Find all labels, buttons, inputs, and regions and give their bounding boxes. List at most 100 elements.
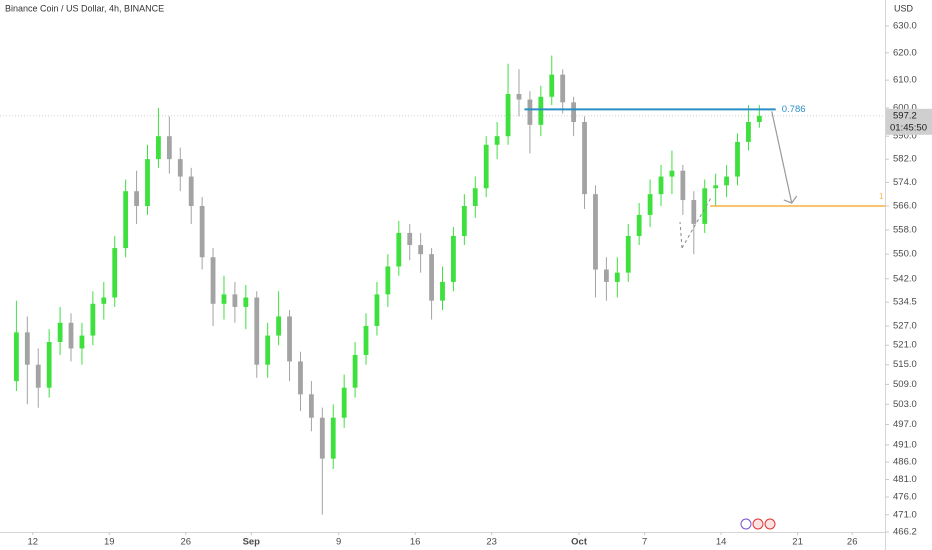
candle-body bbox=[287, 316, 292, 362]
candle-body bbox=[156, 136, 161, 160]
candle-body bbox=[483, 144, 489, 189]
candle-body bbox=[746, 122, 751, 142]
y-tick-label: 491.0 bbox=[893, 439, 917, 450]
x-tick-label: 19 bbox=[104, 537, 115, 548]
candle-body bbox=[505, 93, 511, 137]
candle-body bbox=[549, 74, 555, 97]
candle-body bbox=[188, 176, 194, 206]
candle-body bbox=[265, 335, 271, 365]
y-tick-label: 574.0 bbox=[893, 177, 917, 188]
candle-body bbox=[440, 281, 445, 301]
candle-body bbox=[735, 141, 740, 177]
candle-body bbox=[756, 115, 762, 123]
candle-body bbox=[352, 354, 358, 388]
candle-body bbox=[13, 332, 19, 382]
fib-label: 0.786 bbox=[782, 104, 806, 115]
candle-body bbox=[319, 417, 325, 459]
last-price-box bbox=[886, 108, 932, 135]
candle-body bbox=[243, 297, 249, 307]
candle-body bbox=[330, 417, 336, 459]
countdown-label: 01:45:50 bbox=[890, 122, 927, 133]
icon[interactable] bbox=[752, 518, 764, 530]
y-tick-label: 471.0 bbox=[893, 509, 917, 520]
x-tick-label: 21 bbox=[792, 537, 803, 548]
candle-body bbox=[35, 364, 41, 388]
target-label: 1 bbox=[879, 192, 884, 201]
x-tick-label: 26 bbox=[180, 537, 191, 548]
y-tick-label: 515.0 bbox=[893, 359, 917, 370]
y-tick-label: 550.0 bbox=[893, 249, 917, 260]
y-tick-label: 497.0 bbox=[893, 419, 917, 430]
candle-body bbox=[636, 214, 642, 236]
candle-body bbox=[658, 176, 664, 195]
candle-body bbox=[603, 269, 609, 282]
candle-body bbox=[713, 185, 719, 189]
candle-body bbox=[461, 205, 467, 236]
candle-body bbox=[254, 297, 260, 365]
candle-body bbox=[593, 194, 598, 270]
candle-body bbox=[57, 322, 63, 342]
candle-body bbox=[341, 387, 347, 418]
candle-body bbox=[429, 254, 434, 301]
candle-body bbox=[538, 96, 544, 125]
candle-body bbox=[571, 102, 577, 123]
candle-body bbox=[669, 170, 675, 177]
x-tick-label: 26 bbox=[847, 537, 858, 548]
y-tick-label: 610.0 bbox=[893, 75, 917, 86]
candle-body bbox=[702, 188, 708, 224]
candle-body bbox=[68, 322, 74, 349]
y-tick-label: 527.0 bbox=[893, 320, 917, 331]
bottom-icons bbox=[740, 518, 776, 530]
icon[interactable] bbox=[764, 518, 776, 530]
candle-body bbox=[177, 159, 183, 177]
x-tick-label: 14 bbox=[716, 537, 727, 548]
icon[interactable] bbox=[740, 518, 752, 530]
x-tick-label: 16 bbox=[410, 537, 421, 548]
candle-body bbox=[472, 188, 478, 206]
candle-body bbox=[647, 194, 653, 215]
x-tick-label: 7 bbox=[642, 537, 647, 548]
projection-arrow bbox=[771, 111, 793, 204]
chart-title: Binance Coin / US Dollar, 4h, BINANCE bbox=[5, 3, 164, 13]
candle-body bbox=[680, 170, 686, 201]
y-tick-label: 481.0 bbox=[893, 474, 917, 485]
candle-body bbox=[134, 191, 139, 206]
candle-body bbox=[724, 176, 729, 186]
y-tick-label: 590.0 bbox=[893, 131, 917, 142]
candle-body bbox=[308, 394, 314, 418]
y-tick-label: 476.0 bbox=[893, 492, 917, 503]
candle-body bbox=[24, 332, 30, 365]
y-tick-label: 542.0 bbox=[893, 273, 917, 284]
candle-body bbox=[363, 325, 369, 355]
candle-body bbox=[418, 245, 424, 255]
candle-body bbox=[123, 191, 129, 249]
candle-body bbox=[232, 294, 238, 307]
y-tick-label: 558.0 bbox=[893, 224, 917, 235]
x-tick-label: 9 bbox=[336, 537, 341, 548]
candle-body bbox=[516, 93, 522, 100]
candle-body bbox=[625, 235, 631, 273]
y-tick-label: 503.0 bbox=[893, 399, 917, 410]
candle-body bbox=[298, 361, 303, 395]
y-tick-label: 600.0 bbox=[893, 102, 917, 113]
y-tick-label: 521.0 bbox=[893, 340, 917, 351]
y-tick-label: 486.0 bbox=[893, 457, 917, 468]
candle-body bbox=[210, 257, 216, 304]
candle-body bbox=[166, 136, 172, 160]
candle-body bbox=[451, 235, 456, 282]
candle-body bbox=[112, 248, 118, 298]
y-tick-label: 534.5 bbox=[893, 297, 917, 308]
candle-body bbox=[276, 316, 282, 336]
y-tick-label: 566.0 bbox=[893, 201, 917, 212]
axis-unit: USD bbox=[894, 3, 914, 13]
y-tick-label: 509.0 bbox=[893, 379, 917, 390]
projection-arrow-head bbox=[783, 195, 798, 204]
x-tick-label: Sep bbox=[243, 537, 261, 548]
candle-body bbox=[46, 341, 52, 388]
candle-body bbox=[385, 266, 391, 295]
y-tick-label: 582.0 bbox=[893, 154, 917, 165]
x-tick-label: 12 bbox=[27, 537, 38, 548]
